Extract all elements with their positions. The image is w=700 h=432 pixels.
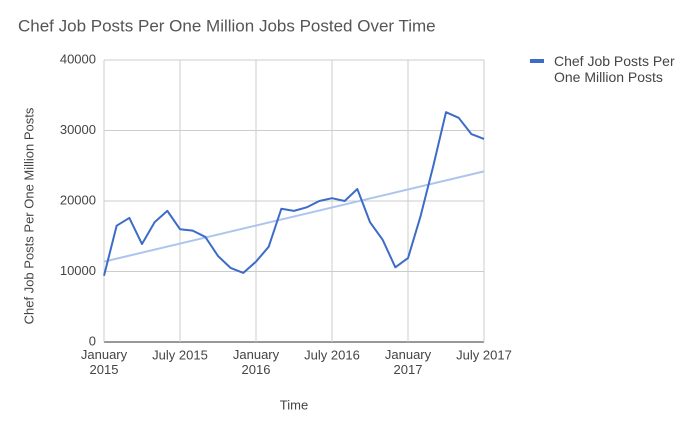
legend: Chef Job Posts Per One Million Posts <box>530 53 690 85</box>
y-tick-label: 30000 <box>60 122 96 137</box>
x-axis-label: Time <box>280 397 308 412</box>
y-tick-label: 10000 <box>60 263 96 278</box>
data-line <box>103 111 485 276</box>
chart-title: Chef Job Posts Per One Million Jobs Post… <box>18 16 436 35</box>
x-tick-label: July 2016 <box>304 347 360 362</box>
legend-swatch <box>530 59 544 63</box>
x-tick-label: July 2015 <box>152 347 208 362</box>
y-tick-label: 40000 <box>60 51 96 66</box>
y-tick-label: 0 <box>89 333 96 348</box>
y-tick-label: 20000 <box>60 192 96 207</box>
y-axis-label: Chef Job Posts Per One Million Posts <box>21 107 36 324</box>
legend-item: Chef Job Posts Per One Million Posts <box>530 53 690 85</box>
x-tick-label: January 2016 <box>233 347 280 377</box>
legend-label: Chef Job Posts Per One Million Posts <box>554 53 675 85</box>
trendline <box>103 170 485 263</box>
x-tick-label: January 2015 <box>81 347 128 377</box>
x-tick-label: July 2017 <box>456 347 512 362</box>
x-tick-label: January 2017 <box>385 347 432 377</box>
